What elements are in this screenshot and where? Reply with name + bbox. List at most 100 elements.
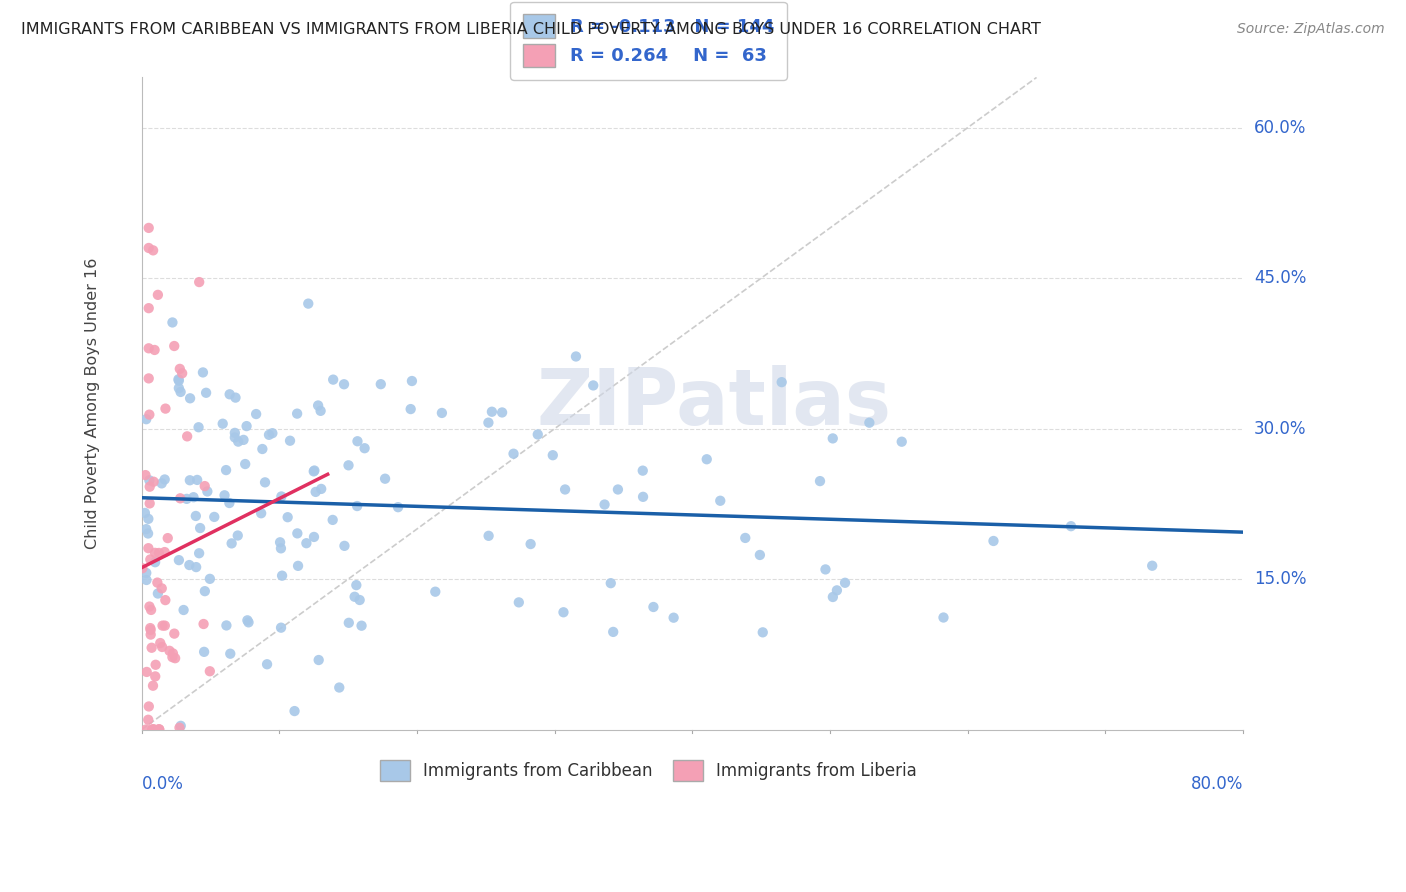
Point	[890, 434, 912, 449]
Point	[179, 558, 201, 572]
Point	[337, 615, 360, 630]
Point	[307, 399, 329, 413]
Point	[148, 723, 170, 737]
Point	[153, 618, 176, 632]
Point	[155, 593, 177, 607]
Point	[162, 647, 184, 661]
Point	[135, 573, 157, 587]
Point	[491, 405, 513, 419]
Point	[149, 636, 172, 650]
Point	[553, 605, 575, 619]
Point	[502, 447, 524, 461]
Point	[337, 458, 360, 473]
Point	[430, 406, 453, 420]
Point	[236, 613, 259, 627]
Point	[143, 343, 166, 357]
Point	[142, 679, 165, 693]
Point	[350, 618, 373, 632]
Point	[153, 473, 176, 487]
Point	[582, 378, 605, 392]
Point	[287, 558, 309, 573]
Point	[193, 617, 215, 632]
Point	[565, 350, 588, 364]
Point	[643, 599, 665, 614]
Point	[183, 490, 205, 504]
Point	[143, 723, 166, 737]
Point	[134, 468, 156, 483]
Point	[179, 392, 201, 406]
Point	[734, 531, 756, 545]
Point	[138, 241, 160, 255]
Point	[252, 442, 274, 456]
Point	[752, 625, 775, 640]
Point	[245, 407, 267, 421]
Point	[138, 408, 160, 422]
Point	[278, 434, 301, 448]
Point	[821, 590, 844, 604]
Point	[188, 546, 211, 560]
Point	[599, 576, 621, 591]
Point	[169, 721, 191, 735]
Text: 15.0%: 15.0%	[1254, 570, 1306, 588]
Point	[349, 593, 371, 607]
Point	[142, 723, 165, 737]
Point	[138, 473, 160, 487]
Point	[146, 575, 169, 590]
Point	[152, 618, 174, 632]
Point	[148, 546, 170, 560]
Point	[131, 561, 153, 575]
Point	[983, 533, 1005, 548]
Point	[526, 427, 548, 442]
Point	[425, 584, 447, 599]
Point	[305, 484, 328, 499]
Point	[257, 427, 280, 442]
Point	[235, 419, 257, 434]
Point	[176, 429, 198, 443]
Point	[138, 301, 160, 315]
Text: 30.0%: 30.0%	[1254, 419, 1306, 438]
Point	[631, 490, 654, 504]
Point	[374, 472, 396, 486]
Point	[202, 510, 225, 524]
Point	[143, 669, 166, 683]
Point	[148, 723, 170, 737]
Point	[176, 491, 198, 506]
Point	[602, 624, 624, 639]
Point	[253, 475, 276, 490]
Point	[218, 496, 240, 510]
Point	[139, 603, 162, 617]
Point	[808, 474, 831, 488]
Point	[232, 433, 254, 447]
Point	[309, 404, 332, 418]
Point	[224, 391, 246, 405]
Point	[285, 407, 308, 421]
Point	[138, 512, 160, 526]
Point	[172, 366, 194, 380]
Point	[163, 626, 186, 640]
Point	[187, 420, 209, 434]
Point	[770, 375, 793, 389]
Point	[370, 377, 392, 392]
Point	[478, 529, 501, 543]
Point	[186, 560, 208, 574]
Point	[167, 374, 190, 388]
Point	[179, 473, 201, 487]
Point	[194, 584, 217, 599]
Text: 80.0%: 80.0%	[1191, 775, 1243, 793]
Point	[269, 535, 291, 549]
Point	[519, 537, 541, 551]
Text: IMMIGRANTS FROM CARIBBEAN VS IMMIGRANTS FROM LIBERIA CHILD POVERTY AMONG BOYS UN: IMMIGRANTS FROM CARIBBEAN VS IMMIGRANTS …	[21, 22, 1040, 37]
Point	[709, 493, 731, 508]
Point	[308, 653, 330, 667]
Point	[159, 644, 181, 658]
Point	[233, 457, 256, 471]
Point	[631, 464, 654, 478]
Point	[141, 640, 163, 655]
Point	[219, 647, 242, 661]
Point	[169, 384, 191, 399]
Point	[143, 555, 166, 569]
Point	[184, 508, 207, 523]
Point	[297, 296, 319, 310]
Point	[333, 539, 356, 553]
Point	[328, 681, 350, 695]
